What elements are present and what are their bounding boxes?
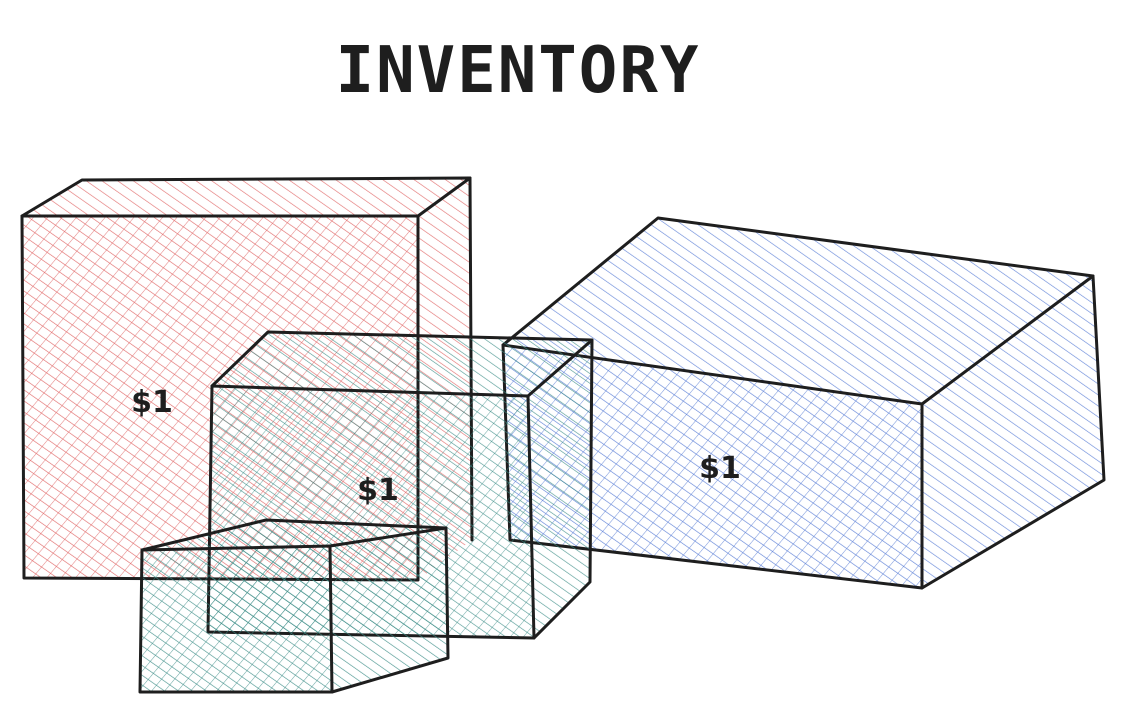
teal-box-small [138, 518, 450, 694]
red-box-top [22, 178, 470, 216]
blue-box: $1 [501, 216, 1106, 590]
teal-box-large-top [212, 332, 592, 396]
diagram-title: INVENTORY [336, 34, 701, 108]
red-box-price: $1 [131, 385, 173, 420]
teal-box-small-side [330, 528, 448, 692]
blue-box-side [922, 276, 1104, 588]
teal-box-large-side [528, 340, 592, 638]
blue-box-top [503, 218, 1093, 404]
teal-box-small-top [142, 520, 446, 550]
teal-box-large-price: $1 [357, 473, 399, 508]
blue-box-price: $1 [699, 451, 741, 486]
